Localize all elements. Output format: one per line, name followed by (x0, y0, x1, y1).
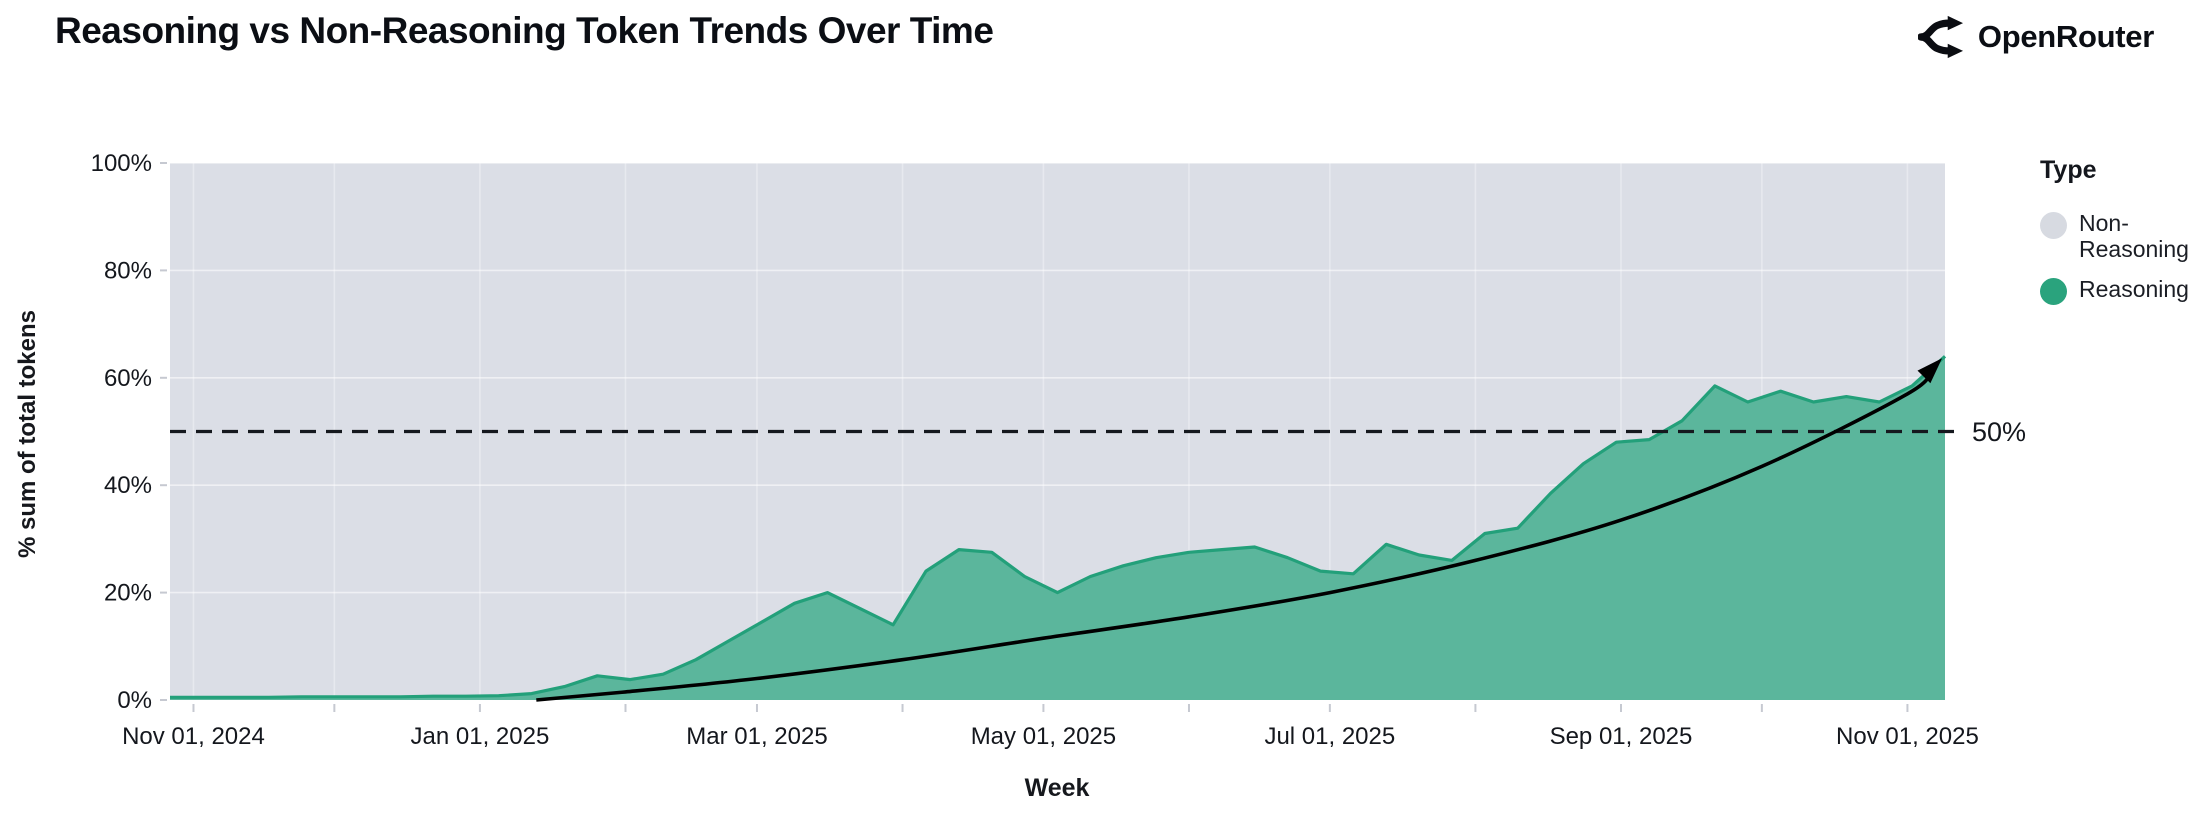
y-tick-label: 100% (91, 150, 152, 177)
y-tick-label: 20% (104, 580, 152, 607)
chart-title: Reasoning vs Non-Reasoning Token Trends … (55, 10, 994, 51)
reasoning-line (170, 355, 1947, 699)
legend-item-reasoning[interactable]: Reasoning (2040, 275, 2200, 305)
x-tick-label: Nov 01, 2025 (1836, 723, 1979, 750)
trend-arrowhead (1917, 358, 1943, 384)
y-axis-title: % sum of total tokens (14, 309, 41, 559)
trend-curve (536, 368, 1933, 702)
openrouter-brand-name: OpenRouter (1977, 19, 2154, 54)
legend: Type Non-Reasoning Reasoning (2040, 156, 2200, 319)
reasoning-area (170, 356, 1945, 700)
x-tick-label: Sep 01, 2025 (1550, 723, 1693, 750)
y-tick-label: 80% (104, 257, 152, 284)
y-tick-label: 40% (104, 472, 152, 499)
x-tick-label: May 01, 2025 (971, 723, 1116, 750)
x-tick-label: Mar 01, 2025 (686, 723, 827, 750)
x-axis-title: Week (1024, 774, 1090, 802)
y-tick-label: 60% (104, 365, 152, 392)
legend-label-non-reasoning: Non-Reasoning (2079, 210, 2189, 262)
legend-label-reasoning: Reasoning (2079, 275, 2189, 302)
legend-item-non-reasoning[interactable]: Non-Reasoning (2040, 210, 2200, 263)
fifty-percent-annotation: 50% (1972, 417, 2027, 447)
x-tick-label: Jan 01, 2025 (411, 723, 550, 750)
openrouter-fork-icon (1917, 15, 1963, 59)
legend-swatch-reasoning (2040, 277, 2067, 305)
legend-title: Type (2040, 156, 2097, 184)
x-tick-label: Nov 01, 2024 (122, 723, 265, 750)
y-tick-label: 0% (117, 687, 152, 714)
openrouter-brand: OpenRouter (1917, 14, 2154, 60)
legend-swatch-non-reasoning (2040, 212, 2067, 239)
x-tick-label: Jul 01, 2025 (1264, 723, 1395, 750)
